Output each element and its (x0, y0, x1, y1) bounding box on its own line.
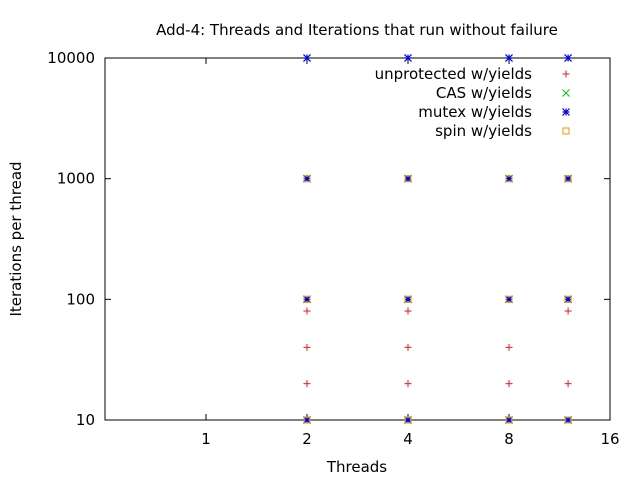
legend-label: mutex w/yields (418, 103, 532, 121)
data-point (505, 295, 513, 303)
y-axis-label: Iterations per thread (7, 161, 25, 316)
data-point (564, 380, 572, 388)
data-point (564, 295, 572, 303)
series-star (303, 54, 573, 424)
data-point (505, 380, 513, 388)
data-point (404, 307, 412, 315)
data-points (303, 54, 573, 424)
data-point (505, 175, 513, 183)
data-point (564, 175, 572, 183)
data-point (564, 416, 572, 424)
y-tick-label: 10 (76, 411, 95, 429)
data-point (404, 174, 412, 183)
x-axis-label: Threads (326, 458, 387, 476)
data-point (505, 416, 513, 424)
data-point (303, 295, 311, 303)
data-point (505, 174, 513, 183)
data-point (564, 307, 572, 315)
legend-marker (562, 108, 570, 116)
data-point (404, 416, 412, 424)
x-tick-label: 2 (302, 430, 312, 448)
x-tick-label: 1 (201, 430, 211, 448)
plot-frame (104, 57, 611, 421)
data-point (404, 416, 412, 424)
data-point (404, 54, 412, 62)
data-point (303, 175, 311, 183)
data-point (505, 295, 513, 304)
data-point (404, 343, 412, 351)
y-tick-label: 100 (66, 290, 95, 308)
x-tick-label: 8 (504, 430, 514, 448)
data-point (505, 54, 513, 62)
chart-title: Add-4: Threads and Iterations that run w… (156, 21, 558, 39)
series-square (303, 175, 572, 424)
data-point (564, 174, 573, 183)
data-point (564, 416, 573, 424)
legend-label: unprotected w/yields (375, 65, 533, 83)
y-tick-label: 10000 (47, 49, 95, 67)
data-point (303, 416, 311, 424)
x-tick-label: 16 (600, 430, 619, 448)
data-point (303, 343, 311, 351)
axis-ticks: 1 2 4 8 16 10 100 1000 10000 (47, 49, 619, 448)
data-point (404, 295, 412, 304)
data-point (303, 307, 311, 315)
y-tick-label: 1000 (57, 170, 95, 188)
data-point (404, 380, 412, 388)
data-point (404, 175, 412, 183)
legend-label: spin w/yields (435, 122, 532, 140)
legend-label: CAS w/yields (436, 84, 532, 102)
data-point (505, 343, 513, 351)
x-tick-label: 4 (403, 430, 413, 448)
data-point (303, 416, 311, 424)
data-point (404, 295, 412, 303)
data-point (505, 416, 513, 424)
data-point (303, 54, 311, 62)
data-point (303, 295, 311, 304)
legend-marker (562, 127, 570, 135)
legend-marker (562, 89, 570, 97)
legend-marker (562, 70, 570, 78)
data-point (303, 174, 311, 183)
data-point (303, 380, 311, 388)
series-plus (303, 295, 572, 424)
data-point (564, 295, 573, 304)
data-point (564, 54, 573, 62)
